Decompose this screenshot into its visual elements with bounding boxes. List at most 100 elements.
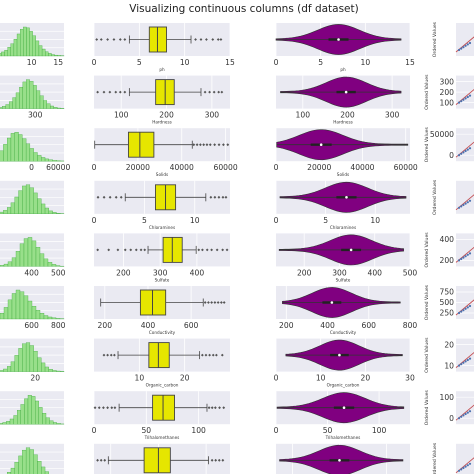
outlier-point — [119, 195, 123, 199]
histogram-bar — [10, 202, 15, 214]
y-tick-label: 50000 — [430, 130, 454, 139]
outlier-point — [200, 353, 204, 357]
qq-point — [460, 468, 463, 471]
histogram-bar — [51, 54, 55, 57]
outlier-point — [102, 90, 106, 94]
outlier-point — [210, 406, 214, 410]
histogram-bar — [9, 418, 14, 425]
histogram-bar — [41, 157, 46, 162]
histogram-bar — [18, 134, 23, 162]
qq-point — [466, 43, 469, 46]
outlier-point — [218, 406, 221, 410]
violin-median-dot — [319, 143, 323, 146]
qq-point — [468, 41, 472, 45]
violin-median-dot — [338, 353, 341, 357]
qq-point — [457, 311, 461, 315]
outlier-point — [225, 248, 229, 252]
x-axis-label: Chloramines — [149, 225, 175, 230]
outlier-point — [102, 195, 106, 199]
qq-point — [460, 363, 463, 366]
outlier-point — [219, 38, 223, 41]
qq-point — [460, 415, 463, 418]
histogram-bar — [11, 257, 17, 267]
x-tick-label: 15 — [225, 58, 235, 67]
iqr-box — [148, 342, 170, 369]
qq-point — [464, 97, 467, 100]
qq-point — [464, 412, 467, 416]
histogram-bar — [29, 449, 34, 474]
histogram-bar — [29, 81, 34, 109]
histogram-bar — [22, 81, 27, 109]
histogram-bar — [51, 317, 57, 320]
outlier-point — [93, 406, 97, 410]
histogram-bar — [2, 422, 7, 425]
x-tick-label: 200 — [340, 111, 355, 120]
outlier-point — [217, 195, 221, 199]
histogram-bar — [37, 460, 42, 474]
y-axis-label: Ordered Values — [424, 127, 430, 163]
histogram-bar — [7, 47, 11, 57]
histogram-bar — [22, 343, 27, 372]
outlier-point — [220, 353, 224, 357]
histogram-bar — [47, 262, 53, 267]
outlier-point — [217, 458, 221, 462]
subplot-histogram-solids: 0 60000 — [0, 128, 70, 172]
outlier-point — [224, 195, 228, 199]
histogram-bar — [23, 26, 27, 57]
x-axis-label: Organic_carbon — [327, 383, 360, 388]
outlier-point — [192, 143, 196, 147]
histogram-bar — [14, 196, 19, 214]
x-axis-label: Conductivity — [149, 330, 176, 335]
x-tick-label: 40000 — [170, 163, 194, 172]
histogram-bar — [37, 357, 42, 372]
histogram-bar — [29, 345, 34, 372]
y-axis-label: Ordered Values — [424, 390, 430, 426]
qq-point — [460, 205, 463, 208]
x-tick-label: 600 — [184, 321, 199, 330]
histogram-bar — [43, 315, 49, 320]
x-tick-label: 20 — [360, 374, 370, 383]
outlier-point — [208, 90, 211, 94]
histogram-bar — [47, 316, 53, 320]
iqr-box — [143, 447, 171, 474]
outlier-point — [123, 38, 127, 41]
outlier-point — [205, 143, 209, 147]
subplot-violin-conductivity: 200 400 600 800 Conductivity — [276, 286, 417, 335]
subplot-box-sulfate: 200 300 400 Sulfate — [94, 233, 230, 282]
outlier-point — [205, 248, 209, 252]
histogram-bar — [57, 55, 62, 57]
qq-point — [464, 307, 467, 310]
outlier-point — [96, 248, 100, 252]
histogram-bar — [10, 361, 15, 372]
histogram-bar — [35, 400, 39, 425]
outlier-point — [123, 248, 127, 252]
outlier-point — [207, 301, 210, 304]
x-tick-label: 400 — [190, 268, 205, 277]
qq-point — [464, 202, 467, 205]
histogram-bar — [22, 449, 27, 474]
x-tick-label: 5 — [318, 58, 323, 67]
histogram-bar — [56, 160, 61, 162]
histogram-bar — [12, 97, 17, 109]
histogram-bar — [8, 101, 13, 109]
subplot-violin-trihalomethanes: 0 50 100 Trihalomethanes — [274, 391, 410, 440]
x-tick-label: 400 — [320, 321, 335, 330]
histogram-bar — [0, 370, 4, 372]
qq-point — [468, 94, 472, 97]
histogram-bar — [36, 90, 41, 109]
subplot-qq-chloramines: Ordered Values — [432, 179, 474, 215]
histogram-bar — [7, 366, 12, 372]
x-tick-label: 300 — [28, 111, 43, 120]
outlier-point — [118, 38, 122, 41]
subplot-box-ph: 0 5 10 15 ph — [92, 23, 235, 72]
qq-point — [457, 469, 461, 472]
y-axis-label: Ordered Values — [424, 337, 430, 373]
x-axis-label: Chloramines — [330, 225, 356, 230]
qq-point — [464, 255, 467, 258]
subplot-histogram-ph: 10 15 — [0, 23, 65, 67]
outlier-point — [114, 90, 118, 94]
outlier-point — [210, 458, 214, 462]
